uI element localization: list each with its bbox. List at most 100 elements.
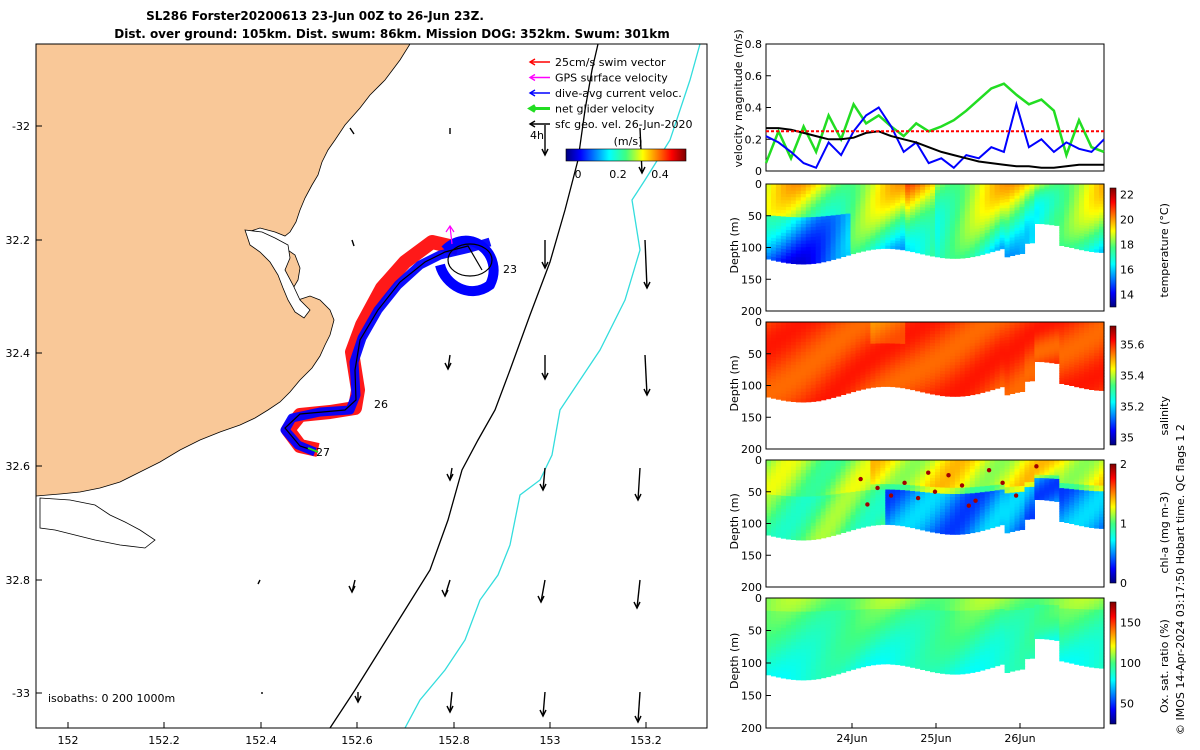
temperature-cell bbox=[1054, 199, 1060, 202]
salinity-cell bbox=[795, 391, 802, 396]
temperature-cell bbox=[1014, 184, 1021, 188]
temperature-cell bbox=[855, 238, 862, 242]
temperature-cell bbox=[1019, 201, 1026, 205]
chl-a-cell bbox=[1009, 528, 1016, 532]
temperature-cell bbox=[969, 220, 976, 224]
temperature-cell bbox=[1089, 206, 1095, 210]
temperature-cell bbox=[830, 184, 837, 188]
salinity-cell bbox=[1019, 345, 1026, 349]
chl-a-cell bbox=[974, 513, 981, 518]
temperature-cell bbox=[925, 228, 931, 232]
temperature-cell bbox=[954, 199, 961, 204]
temperature-cell bbox=[979, 225, 986, 229]
salinity-cell bbox=[1074, 327, 1080, 331]
chl-a-cell bbox=[766, 488, 772, 492]
salinity-cell bbox=[935, 331, 941, 335]
chl-a-cell bbox=[1004, 499, 1011, 503]
temperature-cell bbox=[1084, 206, 1090, 210]
temperature-cell bbox=[905, 200, 911, 204]
temperature-cell bbox=[920, 192, 926, 197]
salinity-cell bbox=[954, 322, 961, 326]
chl-a-cell bbox=[935, 472, 941, 476]
salinity-cell bbox=[920, 322, 926, 326]
chl-a-cell bbox=[895, 484, 901, 488]
chl-a-cell bbox=[1029, 496, 1035, 500]
chl-a-cell bbox=[1044, 471, 1050, 474]
chl-a-cell bbox=[790, 526, 797, 531]
chl-a-cell bbox=[825, 507, 832, 512]
salinity-cell bbox=[984, 370, 991, 375]
salinity-cell bbox=[895, 330, 901, 334]
temperature-cell bbox=[994, 225, 1001, 229]
chl-a-cell bbox=[900, 490, 906, 494]
salinity-cell bbox=[949, 371, 956, 376]
salinity-cell bbox=[1049, 355, 1055, 359]
salinity-cell bbox=[935, 370, 941, 375]
salinity-cell bbox=[895, 381, 901, 385]
chl-a-cell bbox=[815, 492, 822, 497]
salinity-cell bbox=[954, 368, 961, 373]
chl-a-cell bbox=[850, 526, 857, 531]
temperature-cell bbox=[1034, 195, 1040, 198]
temperature-cell bbox=[969, 235, 976, 239]
salinity-cell bbox=[1004, 391, 1011, 396]
temperature-cell bbox=[895, 227, 901, 231]
chl-a-cell bbox=[860, 496, 866, 500]
temperature-cell bbox=[780, 187, 787, 192]
chl-a-cell bbox=[1059, 506, 1065, 510]
salinity-cell bbox=[845, 339, 852, 344]
salinity-cell bbox=[1054, 358, 1060, 361]
salinity-cell bbox=[810, 345, 817, 349]
chl-a-cell bbox=[1049, 483, 1055, 486]
temperature-cell bbox=[790, 250, 797, 255]
salinity-cell bbox=[1004, 343, 1011, 347]
chl-a-cell bbox=[820, 495, 827, 500]
chl-a-cell bbox=[855, 516, 862, 521]
temperature-cell bbox=[994, 192, 1001, 196]
chl-a-cell bbox=[800, 483, 807, 488]
chl-a-cell bbox=[850, 520, 857, 525]
salinity-cell bbox=[1039, 340, 1045, 343]
chl-a-cell bbox=[860, 485, 866, 489]
chl-a-cell bbox=[855, 505, 862, 509]
temperature-cell bbox=[766, 249, 772, 254]
chl-a-cell bbox=[1014, 527, 1021, 531]
geo-arrow bbox=[444, 354, 452, 371]
chl-a-cell bbox=[1049, 468, 1055, 471]
temperature-cell bbox=[790, 213, 797, 218]
chl-a-cell bbox=[969, 475, 976, 479]
chl-a-cell bbox=[1039, 461, 1045, 464]
chl-a-cell bbox=[1074, 508, 1080, 512]
temperature-cell bbox=[925, 213, 931, 218]
salinity-cell bbox=[915, 333, 921, 337]
salinity-cell bbox=[855, 347, 862, 351]
temperature-cell bbox=[830, 228, 837, 232]
temperature-cell bbox=[1039, 208, 1045, 211]
temperature-cell bbox=[1054, 201, 1060, 204]
chl-a-cell bbox=[785, 499, 792, 504]
chl-a-cell bbox=[959, 460, 966, 464]
temperature-cell bbox=[766, 227, 772, 232]
temperature-cell bbox=[1074, 245, 1080, 250]
temperature-cell bbox=[815, 203, 822, 208]
chl-a-cell bbox=[1024, 497, 1031, 501]
temperature-cell bbox=[1024, 218, 1031, 222]
chl-a-cell bbox=[974, 471, 981, 476]
salinity-cell bbox=[910, 383, 916, 388]
temperature-cell bbox=[1069, 221, 1075, 225]
chl-a-cell bbox=[830, 460, 837, 464]
salinity-cell bbox=[1034, 328, 1040, 331]
salinity-cell bbox=[1019, 356, 1026, 361]
chl-a-cell bbox=[1039, 484, 1045, 487]
salinity-cell bbox=[845, 336, 852, 341]
salinity-cell bbox=[775, 344, 782, 349]
chl-a-cell bbox=[1014, 515, 1021, 520]
salinity-cell bbox=[910, 372, 916, 377]
chl-a-cell bbox=[1049, 492, 1055, 495]
salinity-cell bbox=[820, 360, 827, 365]
chl-a-cell bbox=[815, 522, 822, 527]
temperature-cell bbox=[964, 223, 971, 228]
chl-a-cell bbox=[820, 489, 827, 493]
salinity-cell bbox=[840, 355, 847, 359]
temperature-cell bbox=[855, 203, 862, 208]
